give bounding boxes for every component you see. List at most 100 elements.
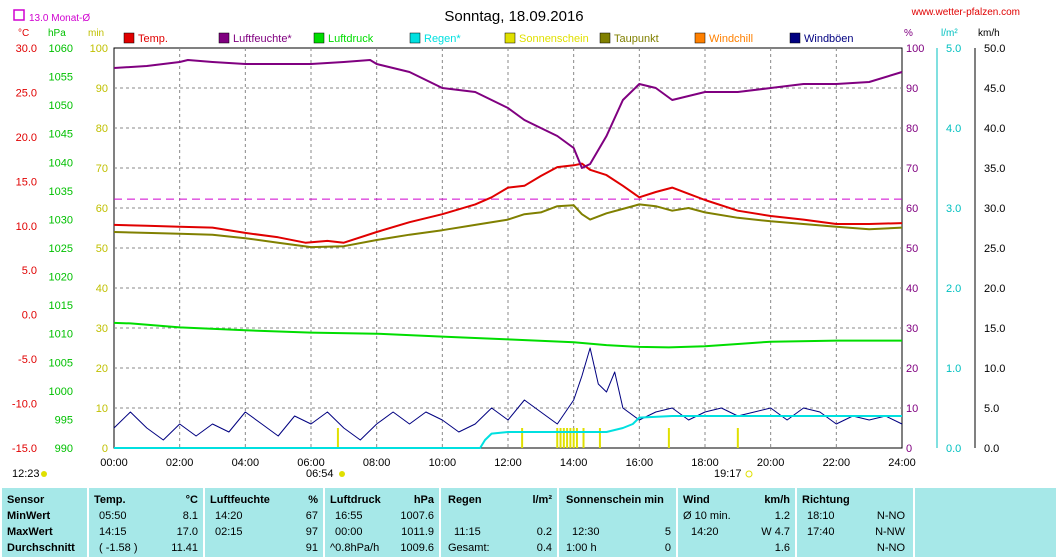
y-tick-humidity: 0 — [906, 443, 912, 455]
stats-cell: 17:40 — [807, 526, 835, 538]
axis-header-celsius: °C — [18, 28, 29, 39]
stats-cell: 18:10 — [807, 510, 835, 522]
stats-cell: 67 — [305, 510, 318, 522]
y-tick-pressure: 1040 — [49, 157, 73, 169]
stats-sun-col: Sonnenschein min 12:30 5 1:00 h 0 — [559, 488, 676, 557]
y-tick-pressure: 1045 — [49, 129, 73, 141]
x-tick-label: 00:00 — [100, 457, 128, 469]
y-tick-rain: 3.0 — [946, 203, 961, 215]
y-tick-wind: 15.0 — [984, 323, 1005, 335]
stats-humidity-unit: % — [308, 494, 318, 506]
series-line — [113, 59, 903, 169]
y-tick-humidity: 80 — [906, 123, 918, 135]
series-layer — [113, 59, 903, 449]
x-tick-label: 10:00 — [429, 457, 457, 469]
y-tick-pressure: 1005 — [49, 357, 73, 369]
website-link[interactable]: www.wetter-pfalzen.com — [911, 7, 1020, 18]
stats-cell: 1011.9 — [401, 526, 434, 538]
stats-cell: 97 — [305, 526, 318, 538]
y-tick-wind: 40.0 — [984, 123, 1005, 135]
y-tick-minutes: 30 — [96, 323, 108, 335]
y-tick-minutes: 90 — [96, 83, 108, 95]
x-tick-label: 22:00 — [823, 457, 851, 469]
stats-pressure-col: Luftdruck hPa 16:55 1007.6 00:00 1011.9 ^0.… — [325, 488, 439, 557]
weather-chart: 00:00 02:00 04:00 06:00 08:00 10:00 12:00 14:00… — [12, 7, 1020, 480]
x-tick-label: 12:00 — [494, 457, 522, 469]
axis-header-lm2: l/m² — [941, 28, 958, 39]
stats-rain-col: Regen l/m² 11:15 0.2 Gesamt: 0.4 — [441, 488, 557, 557]
y-tick-rain: 4.0 — [946, 123, 961, 135]
stats-humidity-title: Luftfeuchte — [210, 494, 270, 506]
y-tick-pressure: 1050 — [49, 100, 73, 112]
stats-cell: 1.6 — [774, 542, 790, 554]
stats-cell: 12:30 — [572, 526, 600, 538]
stats-cell: 14:20 — [215, 510, 243, 522]
y-tick-minutes: 100 — [90, 43, 108, 55]
stats-pressure-title: Luftdruck — [330, 494, 381, 506]
monthly-avg-icon — [13, 9, 25, 21]
stats-row-label: MaxWert — [7, 526, 53, 538]
legend-swatch — [504, 32, 516, 44]
series-line — [114, 415, 902, 449]
axis-header-hpa: hPa — [48, 28, 66, 39]
y-tick-minutes: 80 — [96, 123, 108, 135]
series-line — [113, 347, 903, 441]
stats-humidity-col: Luftfeuchte% 14:20 67 02:15 97 91 — [205, 488, 323, 557]
y-tick-pressure: 1010 — [49, 329, 73, 341]
y-tick-humidity: 60 — [906, 203, 918, 215]
y-tick-humidity: 90 — [906, 83, 918, 95]
y-tick-humidity: 20 — [906, 363, 918, 375]
y-tick-pressure: 1030 — [49, 214, 73, 226]
y-tick-temp: -15.0 — [12, 443, 37, 455]
y-tick-wind: 10.0 — [984, 363, 1005, 375]
x-tick-label: 08:00 — [363, 457, 391, 469]
sunset-icon — [745, 470, 753, 478]
stats-wind-title: Wind — [683, 494, 710, 506]
axis-header-kmh: km/h — [978, 28, 1000, 39]
stats-sensor-col: Sensor MinWert MaxWert Durchschnitt — [2, 488, 87, 557]
stats-cell: 0.4 — [536, 542, 552, 554]
chart-title: Sonntag, 18.09.2016 — [444, 8, 583, 25]
sunrise-label: 06:54 — [306, 468, 334, 480]
axes-layer: 00:00 02:00 04:00 06:00 08:00 10:00 12:00 14:00… — [12, 43, 1006, 469]
y-tick-temp: -5.0 — [18, 354, 37, 366]
legend-swatch — [789, 32, 801, 44]
stats-sensor-title: Sensor — [7, 494, 45, 506]
stats-cell: N-NW — [875, 526, 905, 538]
x-tick-label: 20:00 — [757, 457, 785, 469]
y-tick-humidity: 40 — [906, 283, 918, 295]
stats-cell: Gesamt: — [448, 542, 490, 554]
y-tick-humidity: 10 — [906, 403, 918, 415]
stats-cell: 1.2 — [774, 510, 790, 522]
y-tick-pressure: 1055 — [49, 72, 73, 84]
stats-rain-unit: l/m² — [532, 494, 552, 506]
y-tick-pressure: 1015 — [49, 300, 73, 312]
axis-header-min: min — [88, 28, 104, 39]
legend-label: Temp. — [138, 33, 168, 45]
y-tick-minutes: 50 — [96, 243, 108, 255]
legend-label: Luftfeuchte* — [233, 33, 292, 45]
y-tick-minutes: 20 — [96, 363, 108, 375]
y-tick-pressure: 1060 — [49, 43, 73, 55]
y-tick-temp: 0.0 — [22, 310, 37, 322]
x-tick-label: 14:00 — [560, 457, 588, 469]
stats-cell: 14:20 — [691, 526, 719, 538]
stats-direction-title: Richtung — [802, 494, 850, 506]
stats-cell: 8.1 — [182, 510, 198, 522]
y-tick-temp: 5.0 — [22, 265, 37, 277]
stats-wind-col: Wind km/h Ø 10 min. 1.2 14:20 W 4.7 1.6 — [678, 488, 795, 557]
axis-header-percent: % — [904, 28, 913, 39]
stats-cell: 17.0 — [176, 526, 198, 538]
stats-cell: 14:15 — [99, 526, 127, 538]
stats-cell: 1009.6 — [400, 542, 434, 554]
legend-swatch — [218, 32, 230, 44]
stats-cell: 16:55 — [335, 510, 363, 522]
x-tick-label: 24:00 — [888, 457, 916, 469]
y-tick-humidity: 100 — [906, 43, 924, 55]
y-tick-rain: 0.0 — [946, 443, 961, 455]
stats-temp-unit: °C — [185, 494, 198, 506]
stats-cell: 00:00 — [335, 526, 363, 538]
y-tick-temp: 15.0 — [16, 176, 37, 188]
legend-swatch — [599, 32, 611, 44]
stats-cell: 05:50 — [99, 510, 127, 522]
